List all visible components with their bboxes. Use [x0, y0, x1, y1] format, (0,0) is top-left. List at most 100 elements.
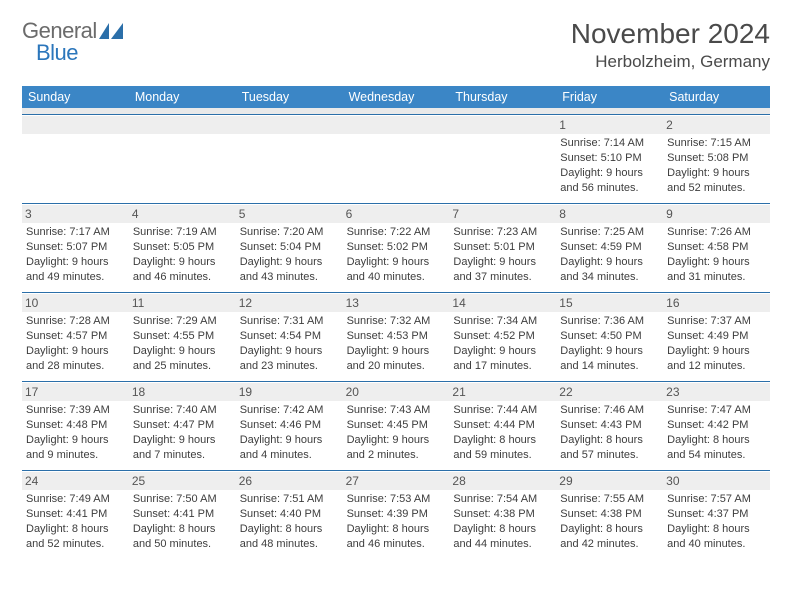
- day-number: [129, 116, 236, 134]
- day-d2: and 50 minutes.: [133, 537, 232, 552]
- day-sr: Sunrise: 7:29 AM: [133, 314, 232, 329]
- day-d1: Daylight: 8 hours: [453, 522, 552, 537]
- day-ss: Sunset: 4:46 PM: [240, 418, 339, 433]
- day-d1: Daylight: 9 hours: [26, 433, 125, 448]
- day-sr: Sunrise: 7:17 AM: [26, 225, 125, 240]
- day-d1: Daylight: 9 hours: [453, 255, 552, 270]
- day-number: 16: [663, 294, 770, 312]
- day-d2: and 52 minutes.: [667, 181, 766, 196]
- day-sr: Sunrise: 7:25 AM: [560, 225, 659, 240]
- day-sr: Sunrise: 7:32 AM: [347, 314, 446, 329]
- day-sr: Sunrise: 7:50 AM: [133, 492, 232, 507]
- day-number: [449, 116, 556, 134]
- day-number: 30: [663, 472, 770, 490]
- day-number: 13: [343, 294, 450, 312]
- day-ss: Sunset: 4:39 PM: [347, 507, 446, 522]
- day-d2: and 48 minutes.: [240, 537, 339, 552]
- day-d1: Daylight: 9 hours: [560, 255, 659, 270]
- day-sr: Sunrise: 7:40 AM: [133, 403, 232, 418]
- day-sr: Sunrise: 7:53 AM: [347, 492, 446, 507]
- day-cell: 26Sunrise: 7:51 AMSunset: 4:40 PMDayligh…: [236, 471, 343, 559]
- logo-text-blue: Blue: [36, 40, 78, 65]
- day-cell: 18Sunrise: 7:40 AMSunset: 4:47 PMDayligh…: [129, 382, 236, 470]
- day-ss: Sunset: 4:44 PM: [453, 418, 552, 433]
- day-d1: Daylight: 9 hours: [667, 344, 766, 359]
- day-cell: 11Sunrise: 7:29 AMSunset: 4:55 PMDayligh…: [129, 293, 236, 381]
- day-d1: Daylight: 8 hours: [453, 433, 552, 448]
- day-d1: Daylight: 9 hours: [453, 344, 552, 359]
- day-sr: Sunrise: 7:57 AM: [667, 492, 766, 507]
- day-d2: and 40 minutes.: [667, 537, 766, 552]
- day-d2: and 40 minutes.: [347, 270, 446, 285]
- day-ss: Sunset: 4:45 PM: [347, 418, 446, 433]
- day-cell: 12Sunrise: 7:31 AMSunset: 4:54 PMDayligh…: [236, 293, 343, 381]
- title-block: November 2024 Herbolzheim, Germany: [571, 18, 770, 72]
- day-d2: and 42 minutes.: [560, 537, 659, 552]
- day-ss: Sunset: 5:02 PM: [347, 240, 446, 255]
- day-d2: and 46 minutes.: [133, 270, 232, 285]
- week-row: 3Sunrise: 7:17 AMSunset: 5:07 PMDaylight…: [22, 203, 770, 292]
- day-cell: 24Sunrise: 7:49 AMSunset: 4:41 PMDayligh…: [22, 471, 129, 559]
- dow-cell: Monday: [129, 86, 236, 108]
- day-cell: 3Sunrise: 7:17 AMSunset: 5:07 PMDaylight…: [22, 204, 129, 292]
- day-cell: 17Sunrise: 7:39 AMSunset: 4:48 PMDayligh…: [22, 382, 129, 470]
- day-d2: and 17 minutes.: [453, 359, 552, 374]
- day-number: 23: [663, 383, 770, 401]
- day-sr: Sunrise: 7:37 AM: [667, 314, 766, 329]
- day-d1: Daylight: 8 hours: [240, 522, 339, 537]
- week-row: 17Sunrise: 7:39 AMSunset: 4:48 PMDayligh…: [22, 381, 770, 470]
- dow-cell: Sunday: [22, 86, 129, 108]
- day-sr: Sunrise: 7:36 AM: [560, 314, 659, 329]
- day-number: 28: [449, 472, 556, 490]
- day-ss: Sunset: 4:37 PM: [667, 507, 766, 522]
- day-d2: and 49 minutes.: [26, 270, 125, 285]
- day-ss: Sunset: 4:53 PM: [347, 329, 446, 344]
- day-d1: Daylight: 9 hours: [560, 166, 659, 181]
- day-d2: and 7 minutes.: [133, 448, 232, 463]
- day-ss: Sunset: 4:57 PM: [26, 329, 125, 344]
- day-sr: Sunrise: 7:51 AM: [240, 492, 339, 507]
- day-ss: Sunset: 4:41 PM: [133, 507, 232, 522]
- day-d1: Daylight: 8 hours: [26, 522, 125, 537]
- day-sr: Sunrise: 7:46 AM: [560, 403, 659, 418]
- day-cell: 1Sunrise: 7:14 AMSunset: 5:10 PMDaylight…: [556, 115, 663, 203]
- day-d2: and 9 minutes.: [26, 448, 125, 463]
- day-number: 9: [663, 205, 770, 223]
- day-number: 24: [22, 472, 129, 490]
- day-ss: Sunset: 5:07 PM: [26, 240, 125, 255]
- day-d2: and 25 minutes.: [133, 359, 232, 374]
- day-d1: Daylight: 8 hours: [347, 522, 446, 537]
- week-row: 10Sunrise: 7:28 AMSunset: 4:57 PMDayligh…: [22, 292, 770, 381]
- logo-sail-icon: [99, 23, 123, 39]
- day-sr: Sunrise: 7:28 AM: [26, 314, 125, 329]
- day-sr: Sunrise: 7:22 AM: [347, 225, 446, 240]
- day-d2: and 54 minutes.: [667, 448, 766, 463]
- day-d2: and 23 minutes.: [240, 359, 339, 374]
- day-cell: 19Sunrise: 7:42 AMSunset: 4:46 PMDayligh…: [236, 382, 343, 470]
- day-d2: and 14 minutes.: [560, 359, 659, 374]
- day-d2: and 2 minutes.: [347, 448, 446, 463]
- dow-cell: Tuesday: [236, 86, 343, 108]
- day-cell: [449, 115, 556, 203]
- day-ss: Sunset: 4:41 PM: [26, 507, 125, 522]
- day-sr: Sunrise: 7:42 AM: [240, 403, 339, 418]
- day-number: [236, 116, 343, 134]
- day-cell: 6Sunrise: 7:22 AMSunset: 5:02 PMDaylight…: [343, 204, 450, 292]
- day-number: 5: [236, 205, 343, 223]
- day-d1: Daylight: 9 hours: [240, 344, 339, 359]
- day-ss: Sunset: 4:40 PM: [240, 507, 339, 522]
- day-cell: 15Sunrise: 7:36 AMSunset: 4:50 PMDayligh…: [556, 293, 663, 381]
- dow-row: SundayMondayTuesdayWednesdayThursdayFrid…: [22, 86, 770, 108]
- day-number: 29: [556, 472, 663, 490]
- day-number: 14: [449, 294, 556, 312]
- day-sr: Sunrise: 7:39 AM: [26, 403, 125, 418]
- day-sr: Sunrise: 7:47 AM: [667, 403, 766, 418]
- day-ss: Sunset: 4:38 PM: [560, 507, 659, 522]
- dow-cell: Saturday: [663, 86, 770, 108]
- day-d1: Daylight: 8 hours: [667, 522, 766, 537]
- day-d1: Daylight: 9 hours: [667, 166, 766, 181]
- day-d2: and 31 minutes.: [667, 270, 766, 285]
- day-number: 21: [449, 383, 556, 401]
- day-cell: 10Sunrise: 7:28 AMSunset: 4:57 PMDayligh…: [22, 293, 129, 381]
- calendar: SundayMondayTuesdayWednesdayThursdayFrid…: [22, 86, 770, 559]
